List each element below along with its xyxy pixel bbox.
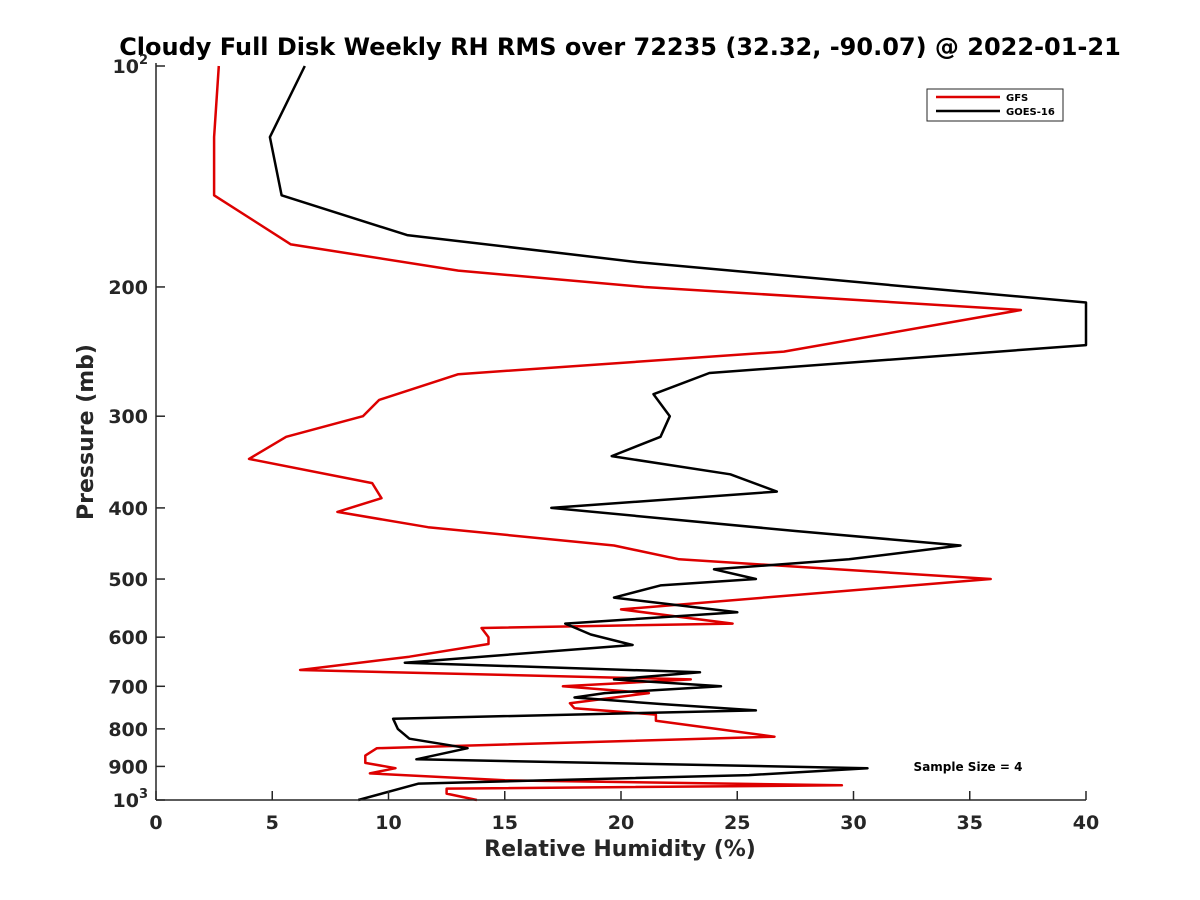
sample-size-annotation: Sample Size = 4 <box>914 760 1023 774</box>
x-tick-label: 35 <box>957 812 983 834</box>
x-tick-label: 0 <box>149 812 162 834</box>
y-tick-label-base: 800 <box>108 719 148 741</box>
legend-label-gfs: GFS <box>1006 93 1028 104</box>
x-tick-label: 5 <box>266 812 279 834</box>
y-tick-label: 400 <box>108 498 148 520</box>
y-tick-label-base: 700 <box>108 676 148 698</box>
y-tick-label-base: 600 <box>108 627 148 649</box>
y-tick-label: 300 <box>108 406 148 428</box>
y-tick-label: 700 <box>108 676 148 698</box>
y-tick-label: 103 <box>113 787 149 812</box>
legend-label-goes16: GOES-16 <box>1006 107 1055 118</box>
y-axis-label: Pressure (mb) <box>74 344 99 520</box>
plot-lines <box>212 65 1088 802</box>
x-tick-label: 10 <box>375 812 401 834</box>
chart-title: Cloudy Full Disk Weekly RH RMS over 7223… <box>119 33 1121 61</box>
y-tick-label: 200 <box>108 277 148 299</box>
y-tick-label: 900 <box>108 756 148 778</box>
x-tick-label: 30 <box>840 812 866 834</box>
y-tick-label: 800 <box>108 719 148 741</box>
y-tick-label-base: 900 <box>108 756 148 778</box>
x-tick-label: 40 <box>1073 812 1099 834</box>
y-tick-label-base: 10 <box>113 56 139 78</box>
y-tick-label-base: 400 <box>108 498 148 520</box>
legend-box <box>926 88 1064 122</box>
series-line-goes16 <box>268 65 1088 802</box>
x-tick-label: 25 <box>724 812 750 834</box>
x-axis-label: Relative Humidity (%) <box>484 837 756 862</box>
y-tick-label-base: 200 <box>108 277 148 299</box>
y-tick-label-base: 500 <box>108 569 148 591</box>
y-tick-label-base: 300 <box>108 406 148 428</box>
y-tick-label-base: 10 <box>113 790 139 812</box>
y-tick-label-exponent: 3 <box>139 787 148 802</box>
x-ticks: 0 5 10 15 20 25 30 35 40 <box>149 791 1099 834</box>
y-tick-label-exponent: 2 <box>139 53 148 68</box>
legend: GFS GOES-16 <box>926 88 1064 122</box>
y-tick-label: 600 <box>108 627 148 649</box>
y-tick-label: 102 <box>113 53 149 78</box>
x-tick-label: 20 <box>608 812 634 834</box>
y-tick-label: 500 <box>108 569 148 591</box>
x-tick-label: 15 <box>492 812 518 834</box>
series-line-gfs <box>212 65 1023 802</box>
